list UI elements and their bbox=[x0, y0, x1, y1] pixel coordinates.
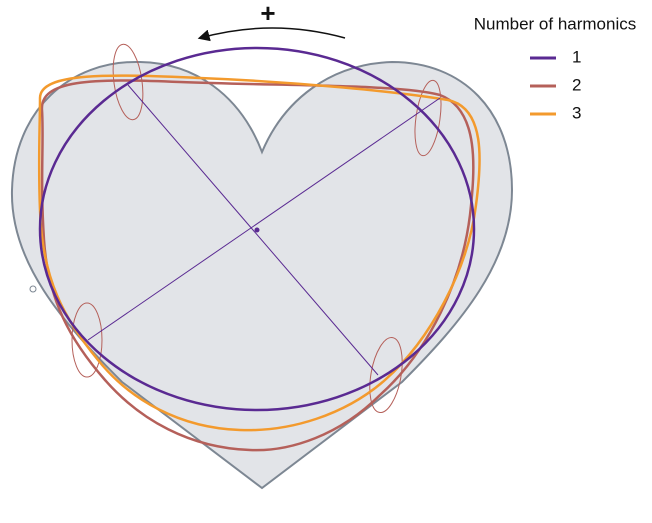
legend: 1 2 3 bbox=[530, 47, 581, 122]
diagram: + Number of harmonics 1 2 3 bbox=[0, 0, 652, 518]
marker-dot bbox=[30, 286, 36, 292]
legend-label: 2 bbox=[572, 75, 581, 94]
legend-label: 3 bbox=[572, 103, 581, 122]
rotation-sign: + bbox=[260, 0, 275, 28]
legend-label: 1 bbox=[572, 47, 581, 66]
center-dot bbox=[255, 228, 260, 233]
rotation-arrow bbox=[200, 28, 345, 38]
legend-title: Number of harmonics bbox=[474, 14, 637, 33]
